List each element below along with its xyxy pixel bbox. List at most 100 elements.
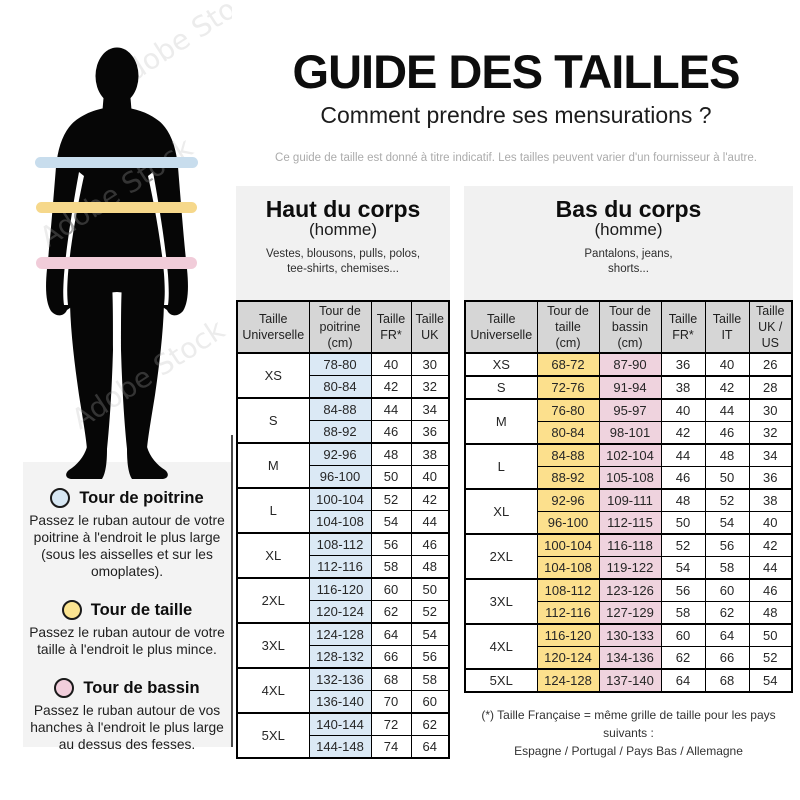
value-cell: 96-100: [308, 465, 372, 489]
value-cell: 76-80: [536, 398, 600, 422]
value-cell: 91-94: [598, 375, 662, 400]
column-header: Tour de taille (cm): [536, 300, 600, 354]
section-description: Pantalons, jeans, shorts...: [584, 247, 673, 275]
size-label-cell: XL: [236, 532, 310, 579]
value-cell: 100-104: [308, 487, 372, 511]
value-cell: 116-118: [598, 533, 662, 557]
body-silhouette: Adobe Stock Adobe Stock Adobe Stock Adob…: [34, 0, 232, 479]
section-subtitle: (homme): [594, 220, 663, 240]
size-label-cell: 4XL: [464, 623, 538, 670]
arm-gap-highlights: [63, 172, 169, 305]
column-header: Taille Universelle: [464, 300, 538, 354]
value-cell: 98-101: [598, 421, 662, 445]
value-cell: 62: [370, 600, 412, 624]
table-row: 88-92 105-108 46 50 36: [465, 466, 793, 490]
value-cell: 128-132: [308, 645, 372, 669]
legend-item-text: Passez le ruban autour de votre poitrine…: [29, 513, 225, 579]
value-cell: 120-124: [536, 646, 600, 670]
value-cell: 42: [660, 421, 706, 445]
page-title: GUIDE DES TAILLES: [292, 45, 741, 98]
column-header: Tour de bassin (cm): [598, 300, 662, 354]
size-label-cell: XL: [464, 488, 538, 535]
value-cell: 60: [370, 577, 412, 601]
lower-body-section-header: Bas du corps (homme) Pantalons, jeans, s…: [464, 186, 793, 300]
value-cell: 44: [748, 556, 793, 580]
waist-color-swatch-icon: [61, 600, 82, 620]
table-row: L 84-88 102-104 44 48 34: [464, 443, 793, 490]
table-row: 80-84 42 32: [237, 375, 450, 399]
size-label-cell: L: [236, 487, 310, 534]
table-row: XL 92-96 109-111 48 52 38: [464, 488, 793, 535]
table-row: XS 68-72 87-90 36 40 26: [464, 352, 793, 377]
value-cell: 112-115: [598, 511, 662, 535]
value-cell: 104-108: [308, 510, 372, 534]
table-row: 4XL 132-136 68 58: [236, 667, 450, 714]
column-header: Taille FR*: [660, 300, 706, 354]
value-cell: 50: [370, 465, 412, 489]
value-cell: 48: [410, 555, 450, 579]
value-cell: 60: [660, 623, 706, 647]
value-cell: 140-144: [308, 712, 372, 736]
size-label-cell: 3XL: [464, 578, 538, 625]
upper-body-section-header: Haut du corps (homme) Vestes, blousons, …: [236, 186, 450, 300]
value-cell: 34: [748, 443, 793, 467]
value-cell: 42: [748, 533, 793, 557]
value-cell: 62: [704, 601, 750, 625]
value-cell: 62: [410, 712, 450, 736]
value-cell: 66: [370, 645, 412, 669]
value-cell: 64: [660, 668, 706, 693]
value-cell: 38: [660, 375, 706, 400]
footnote-line: (*) Taille Française = même grille de ta…: [481, 708, 776, 740]
value-cell: 104-108: [536, 556, 600, 580]
value-cell: 68: [370, 667, 412, 691]
value-cell: 80-84: [536, 421, 600, 445]
footnote-line: Espagne / Portugal / Pays Bas / Allemagn…: [514, 744, 743, 758]
section-title: Bas du corps: [555, 196, 702, 222]
value-cell: 40: [410, 465, 450, 489]
size-label-cell: S: [236, 397, 310, 444]
chest-color-swatch-icon: [50, 488, 71, 508]
value-cell: 42: [704, 375, 750, 400]
value-cell: 28: [748, 375, 793, 400]
measurement-legend: Tour de poitrine Passez le ruban autour …: [23, 462, 231, 752]
table-row: L 100-104 52 42: [236, 487, 450, 534]
hip-color-swatch-icon: [54, 678, 75, 698]
value-cell: 50: [704, 466, 750, 490]
size-label-cell: 5XL: [236, 712, 310, 759]
table-row: M 92-96 48 38: [236, 442, 450, 489]
value-cell: 30: [410, 352, 450, 376]
value-cell: 44: [410, 510, 450, 534]
value-cell: 58: [370, 555, 412, 579]
table-row: 4XL 116-120 130-133 60 64 50: [464, 623, 793, 670]
size-label-cell: 5XL: [464, 668, 538, 693]
value-cell: 56: [410, 645, 450, 669]
legend-item-title: Tour de poitrine: [79, 488, 204, 507]
value-cell: 44: [660, 443, 706, 467]
value-cell: 64: [410, 735, 450, 759]
value-cell: 105-108: [598, 466, 662, 490]
value-cell: 42: [370, 375, 412, 399]
value-cell: 40: [370, 352, 412, 376]
value-cell: 50: [660, 511, 706, 535]
size-label-cell: M: [464, 398, 538, 445]
section-description: Vestes, blousons, pulls, polos, tee-shir…: [265, 247, 421, 275]
legend-item-title: Tour de taille: [90, 600, 193, 619]
value-cell: 56: [704, 533, 750, 557]
value-cell: 127-129: [598, 601, 662, 625]
legend-item-poitrine: Tour de poitrine Passez le ruban autour …: [29, 488, 225, 580]
value-cell: 48: [748, 601, 793, 625]
value-cell: 144-148: [308, 735, 372, 759]
value-cell: 50: [410, 577, 450, 601]
size-label-cell: M: [236, 442, 310, 489]
value-cell: 56: [660, 578, 706, 602]
value-cell: 26: [748, 352, 793, 377]
size-label-cell: 2XL: [464, 533, 538, 580]
column-header: Taille UK / US: [748, 300, 793, 354]
value-cell: 64: [704, 623, 750, 647]
value-cell: 58: [704, 556, 750, 580]
table-row: 3XL 108-112 123-126 56 60 46: [464, 578, 793, 625]
waist-measure-band-icon: [36, 202, 197, 213]
value-cell: 36: [660, 352, 706, 377]
value-cell: 56: [370, 532, 412, 556]
value-cell: 48: [660, 488, 706, 512]
